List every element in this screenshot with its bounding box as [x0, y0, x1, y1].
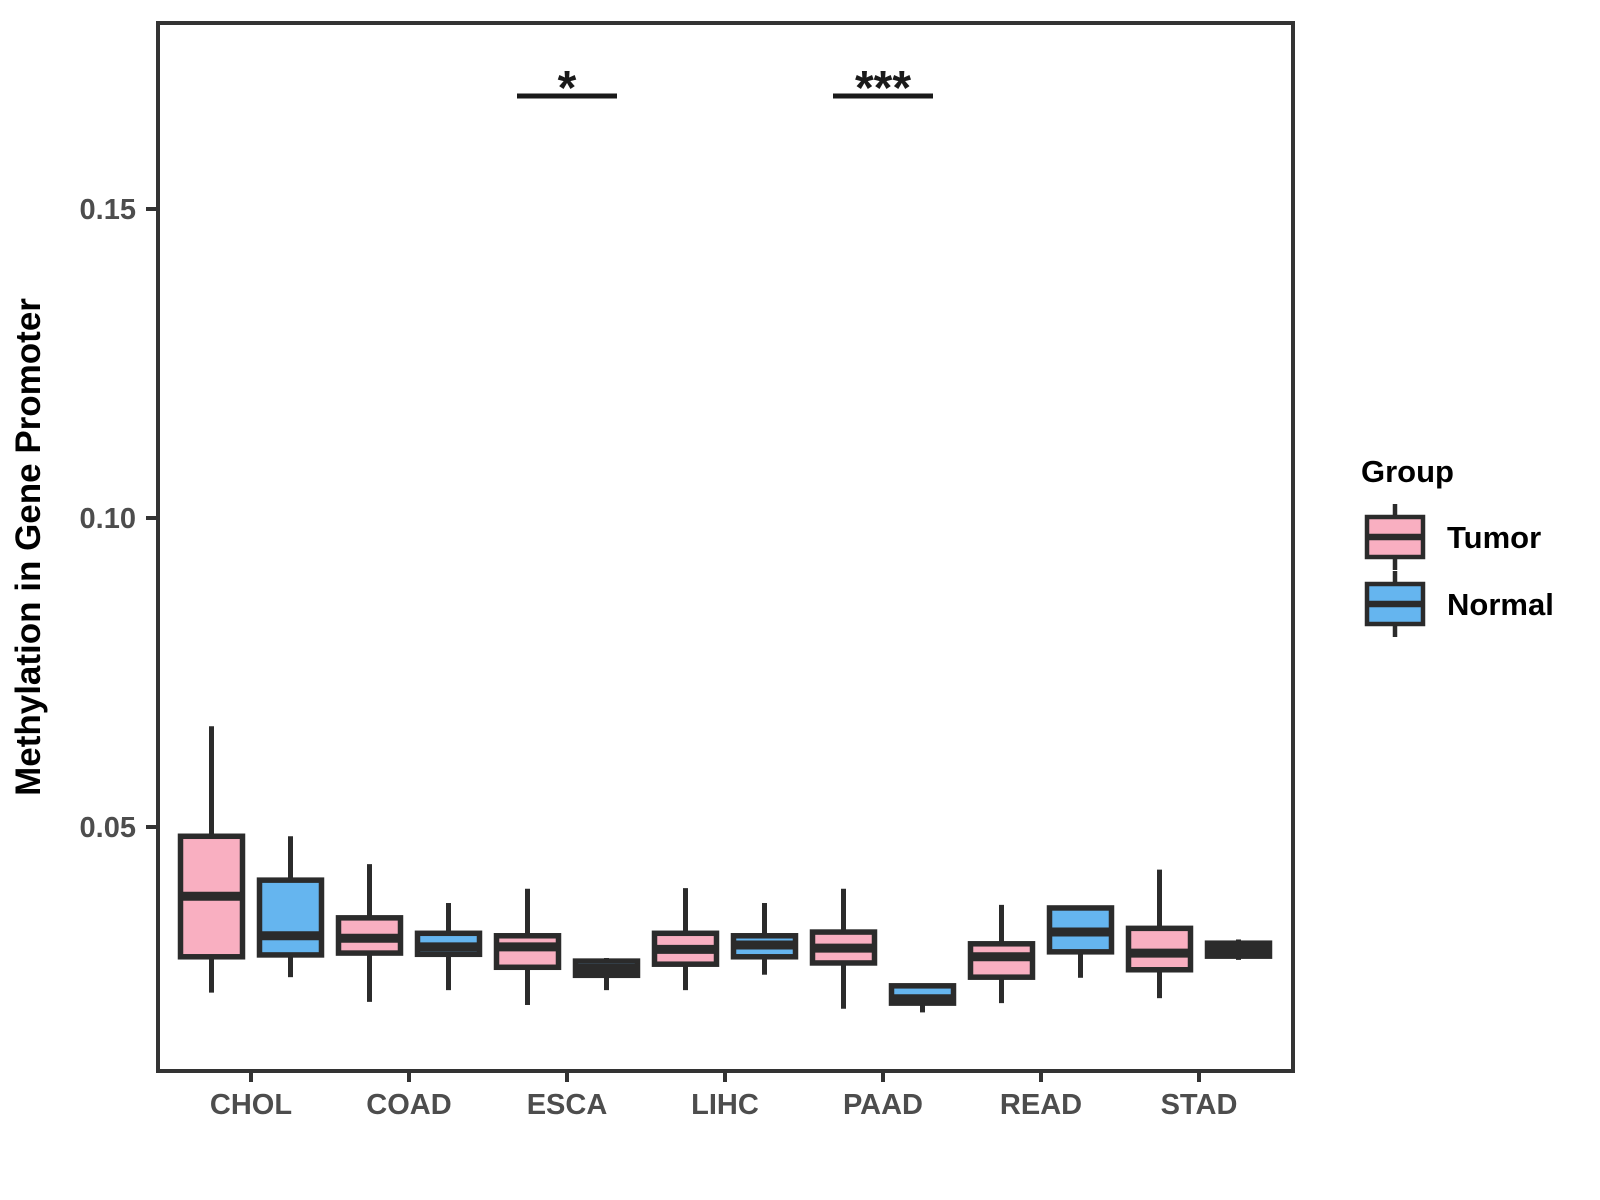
significance-esca: *: [517, 62, 617, 115]
box-coad-normal: [414, 903, 483, 991]
x-tick-label-stad: STAD: [1161, 1089, 1238, 1121]
box-read-tumor: [967, 904, 1036, 1004]
y-tick-label: 0.05: [80, 812, 136, 844]
box-esca-tumor: [493, 888, 562, 1005]
box-chol-normal: [256, 836, 325, 978]
panel-border: [156, 21, 1295, 1073]
x-tick-label-paad: PAAD: [843, 1089, 923, 1121]
box-paad-tumor: [809, 888, 878, 1009]
x-tick-label-read: READ: [1000, 1089, 1082, 1121]
box-stad-tumor: [1125, 869, 1194, 999]
legend-label: Normal: [1447, 587, 1554, 622]
x-tick-label-esca: ESCA: [527, 1089, 608, 1121]
legend-title: Group: [1361, 454, 1454, 489]
x-tick-label-lihc: LIHC: [691, 1089, 759, 1121]
legend-item-tumor: Tumor: [1364, 504, 1541, 570]
x-tick-label-chol: CHOL: [210, 1089, 292, 1121]
box-read-normal: [1046, 905, 1115, 978]
box-paad-normal: [888, 983, 957, 1013]
box-stad-normal: [1204, 939, 1273, 960]
legend: Group Tumor Normal: [1361, 454, 1554, 637]
legend-item-normal: Normal: [1364, 571, 1554, 637]
legend-label: Tumor: [1447, 520, 1541, 555]
y-tick-label: 0.15: [80, 194, 136, 226]
box-lihc-tumor: [651, 888, 720, 991]
box-lihc-normal: [730, 903, 799, 975]
significance-label: ***: [855, 62, 911, 115]
box-esca-normal: [572, 958, 641, 991]
iqr-box: [256, 877, 325, 958]
x-tick-label-coad: COAD: [366, 1089, 451, 1121]
plot-panel: [158, 23, 1293, 1071]
significance-paad: ***: [833, 62, 933, 115]
y-axis-title: Methylation in Gene Promoter: [9, 298, 48, 796]
significance-label: *: [558, 62, 577, 115]
box-coad-tumor: [335, 864, 404, 1002]
iqr-box: [493, 933, 562, 971]
box-chol-tumor: [177, 726, 246, 993]
y-tick-label: 0.10: [80, 503, 136, 535]
